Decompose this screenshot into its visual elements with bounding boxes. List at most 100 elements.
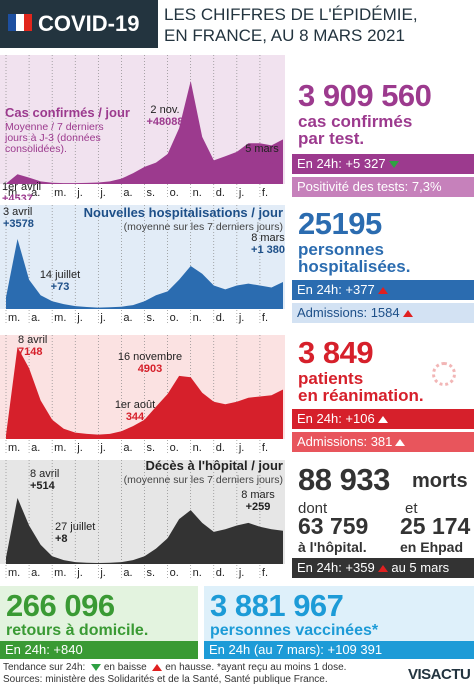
month-label: m. [54,312,66,324]
month-label: m. [8,567,20,579]
annotation-date: 1er août [115,399,155,411]
delta-bar: En 24h: +359 au 5 mars [292,558,474,578]
trend-up [395,439,406,447]
annotation-date: 5 mars [245,143,279,155]
month-label: a. [123,442,132,454]
month-label: m. [54,442,66,454]
month-label: a. [123,312,132,324]
delta: En 24h: +359 [297,560,375,575]
month-label: j. [99,442,106,454]
delta-bar: En 24h: +106 [292,409,474,429]
chart-title: Cas confirmés / jour [5,105,130,120]
ehpad-deaths: 25 174 [400,513,471,539]
annotation-value: +8 [55,533,68,545]
trend-up [377,565,388,573]
annotation-value: +73 [51,281,70,293]
annotation-date: 8 avril [18,335,47,346]
month-label: s. [147,187,156,199]
delta-bar: En 24h: +5 327 [292,154,474,174]
legend-title: Tendance sur 24h: [3,662,86,673]
hospital-deaths: 63 759 [298,513,369,539]
unit: morts [412,470,468,492]
legend-item: en baisse [103,662,147,673]
month-label: j. [99,567,106,579]
annotation-date: 1er avril [2,181,41,193]
trend-down [91,663,102,671]
annotation-date: 16 novembre [118,351,182,363]
vaccine-box [204,586,474,650]
home-box [0,586,198,650]
annotation-date: 8 mars [251,232,285,244]
area [6,347,283,439]
big-number: 3 909 560 [298,78,432,113]
month-label: j. [238,187,245,199]
month-label: f. [262,187,268,199]
month-label: s. [147,442,156,454]
label: retours à domicile. [6,622,149,639]
month-label: s. [147,567,156,579]
annotation-value: +259 [246,501,271,513]
big-number: 25195 [298,206,382,241]
area-chart: m. a. m. j. j. a. s. o. n. d. j. f. Nouvelles hospit… [0,205,285,325]
annotation-value: 344 [126,411,145,423]
trend-up [377,416,388,424]
admissions: Admissions: 381 [297,434,393,449]
label: hospitalisées. [298,257,411,276]
annotation-date: 8 avril [30,468,59,480]
annotation-date: 2 nov. [150,104,179,116]
trend-up [377,287,388,295]
delta: En 24h: +5 327 [297,156,386,171]
big-number: 3 849 [298,335,374,370]
info-bar: Positivité des tests: 7,3% [292,177,474,197]
footnote: *ayant reçu au moins 1 dose. [216,662,347,673]
annotation-value: 4903 [138,363,162,375]
month-label: a. [31,187,40,199]
subtitle: EN FRANCE, AU 8 MARS 2021 [164,26,405,45]
month-label: f. [262,442,268,454]
big-number: 266 096 [6,588,115,623]
area-chart: m. a. m. j. j. a. s. o. n. d. j. f. Cas confirmés / … [0,55,285,200]
month-label: j. [99,187,106,199]
month-label: j. [76,187,83,199]
annotation-date: 14 juillet [40,269,80,281]
subtitle: LES CHIFFRES DE L'ÉPIDÉMIE, [164,5,418,24]
month-label: o. [170,442,179,454]
info-bar: Admissions: 1584 [292,303,474,323]
annotation-value: +48088 [146,116,183,128]
trend-up [152,663,163,671]
big-number: 88 933 [298,462,390,497]
chart-title: Décès à l'hôpital / jour [146,460,283,473]
annotation-value: 7148 [18,346,42,358]
label: en réanimation. [298,386,424,405]
delta: En 24h: +377 [297,282,375,297]
month-label: n. [193,567,202,579]
month-label: a. [31,442,40,454]
annotation-value: +20801 [243,155,280,167]
sources: Sources: ministère des Solidarités et de… [3,674,328,685]
month-label: d. [216,442,225,454]
label: à l'hôpital. [298,539,367,555]
month-label: j. [238,442,245,454]
chart-subtitle: (moyenne sur les 7 derniers jours) [124,474,283,486]
delta-bar: En 24h: +377 [292,280,474,300]
month-label: j. [76,442,83,454]
virus-icon [432,362,456,386]
chart-title: Nouvelles hospitalisations / jour [84,205,283,220]
annotation-value: +514 [30,480,56,492]
et: et [405,500,418,517]
month-label: n. [193,442,202,454]
big-number: 3 881 967 [210,588,344,623]
month-label: m. [8,187,20,199]
delta: En 24h: +840 [5,642,83,657]
month-label: d. [216,187,225,199]
chart-subtitle: jours à J-3 (données [4,132,101,144]
area-chart: m. a. m. j. j. a. s. o. n. d. j. f. Décès à l'hôpita… [0,460,285,580]
label: cas confirmés [298,112,413,131]
month-label: o. [170,567,179,579]
month-label: n. [193,187,202,199]
month-label: a. [123,187,132,199]
label: en Ehpad [400,539,464,555]
trend-down [388,161,399,169]
chart-subtitle: Moyenne / 7 derniers [5,121,104,133]
